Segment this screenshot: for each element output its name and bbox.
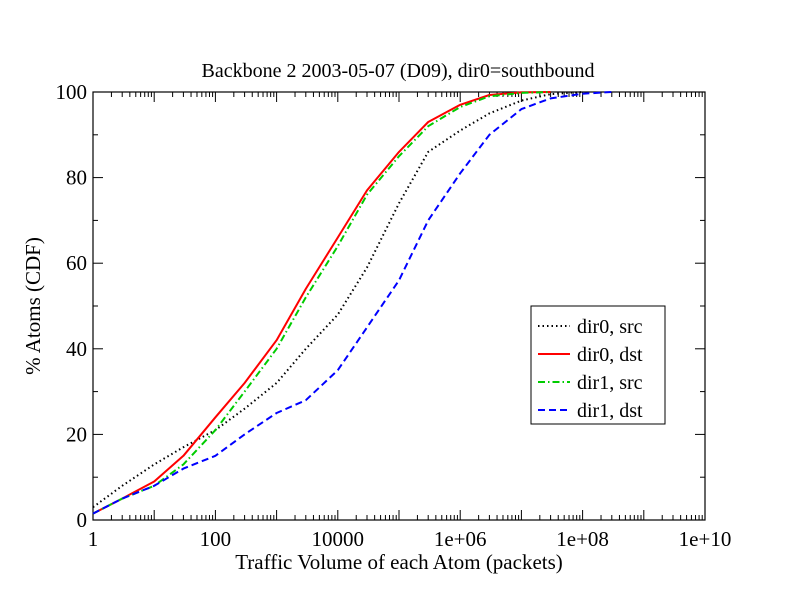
legend-label-4: dir1, dst xyxy=(577,400,643,422)
y-tick-label: 100 xyxy=(56,80,88,104)
x-axis-ticks: 1 100 10000 1e+06 1e+08 1e+10 xyxy=(88,92,732,551)
y-axis-label: % Atoms (CDF) xyxy=(21,237,45,375)
y-tick-label: 60 xyxy=(66,251,87,275)
legend: dir0, src dir0, dst dir1, src dir1, dst xyxy=(530,305,666,425)
x-tick-label: 10000 xyxy=(312,527,365,551)
series-lines xyxy=(92,91,612,515)
legend-label-1: dir0, src xyxy=(577,316,643,338)
series-line-3 xyxy=(92,91,551,515)
y-tick-label: 0 xyxy=(77,508,88,532)
x-tick-label: 1 xyxy=(88,527,99,551)
series-line-2 xyxy=(92,91,551,515)
x-tick-label: 1e+10 xyxy=(679,527,732,551)
x-tick-label: 1e+08 xyxy=(556,527,609,551)
chart-title: Backbone 2 2003-05-07 (D09), dir0=southb… xyxy=(202,60,595,82)
y-tick-label: 40 xyxy=(66,337,87,361)
x-tick-label: 100 xyxy=(200,527,232,551)
y-axis-ticks: 0 20 40 60 80 100 xyxy=(56,80,705,532)
y-tick-label: 20 xyxy=(66,422,87,446)
series-line-4 xyxy=(92,91,612,515)
x-axis-label: Traffic Volume of each Atom (packets) xyxy=(235,550,563,574)
y-tick-label: 80 xyxy=(66,166,87,190)
legend-label-2: dir0, dst xyxy=(577,344,643,366)
legend-box xyxy=(530,305,666,425)
x-tick-label: 1e+06 xyxy=(434,527,487,551)
legend-label-3: dir1, src xyxy=(577,372,643,394)
plot-area: 1 100 10000 1e+06 1e+08 1e+10 0 20 40 60 80 100 xyxy=(56,80,732,551)
